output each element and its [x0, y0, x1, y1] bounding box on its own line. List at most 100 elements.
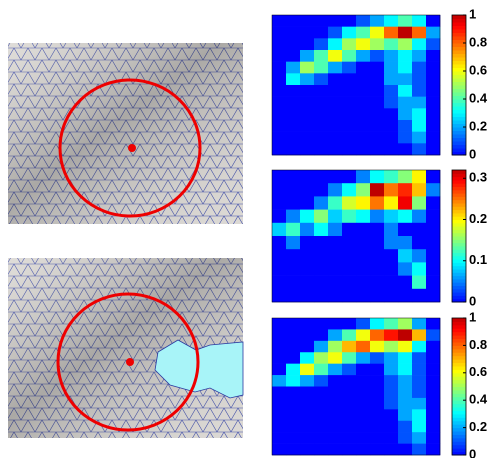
- heatmap-cell: [384, 289, 398, 303]
- heatmap-cell: [426, 27, 440, 39]
- heatmap-cell: [342, 329, 356, 341]
- colorbar-step: [452, 393, 466, 397]
- colorbar-step: [452, 47, 466, 51]
- colorbar-step: [452, 113, 466, 117]
- heatmap-cell: [300, 143, 314, 155]
- heatmap-cell: [398, 276, 412, 290]
- colorbar-step: [452, 366, 466, 370]
- colorbar-step: [452, 203, 466, 207]
- heatmap-cell: [426, 318, 440, 330]
- heatmap-cell: [328, 183, 342, 197]
- heatmap-cell: [342, 223, 356, 237]
- heatmap-cell: [328, 364, 342, 376]
- heatmap-cell: [426, 120, 440, 132]
- colorbar-step: [452, 390, 466, 394]
- heatmap-cell: [384, 50, 398, 62]
- heatmap-cell: [314, 364, 328, 376]
- heatmap-cell: [328, 170, 342, 184]
- heatmap-cell: [356, 276, 370, 290]
- heatmap-cell: [412, 329, 426, 341]
- heatmap-cell: [384, 170, 398, 184]
- heatmap-cell: [370, 196, 384, 210]
- colorbar-step: [452, 431, 466, 435]
- heatmap-cell: [412, 421, 426, 433]
- heatmap-cell: [426, 38, 440, 50]
- heatmap-cell: [384, 421, 398, 433]
- colorbar-step: [452, 15, 466, 19]
- heatmap-cell: [370, 108, 384, 120]
- heatmap-cell: [356, 329, 370, 341]
- heatmap-cell: [412, 318, 426, 330]
- heatmap-cell: [356, 108, 370, 120]
- colorbar-step: [452, 410, 466, 414]
- heatmap-cell: [398, 364, 412, 376]
- heatmap-cell: [398, 85, 412, 97]
- colorbar-step: [452, 249, 466, 253]
- heatmap-cell: [314, 210, 328, 224]
- heatmap-cell: [314, 249, 328, 263]
- colorbar-step: [452, 117, 466, 121]
- heatmap-cell: [356, 62, 370, 74]
- heatmap-cell: [412, 398, 426, 410]
- mesh-panel-bottom: [8, 258, 243, 438]
- heatmap-cell: [370, 38, 384, 50]
- heatmap-cell: [370, 398, 384, 410]
- heatmap-cell: [286, 318, 300, 330]
- heatmap-cell: [272, 97, 286, 109]
- heatmap-cell: [286, 183, 300, 197]
- heatmap-cell: [370, 329, 384, 341]
- heatmap-cell: [384, 387, 398, 399]
- heatmap-cell: [286, 398, 300, 410]
- colorbar-step: [452, 445, 466, 449]
- heatmap-cell: [272, 249, 286, 263]
- colorbar-step: [452, 441, 466, 445]
- colorbar-step: [452, 328, 466, 332]
- colorbar-step: [452, 349, 466, 353]
- colorbar-tick-label: 1: [469, 309, 476, 324]
- heatmap-cell: [398, 318, 412, 330]
- heatmap-cell: [398, 108, 412, 120]
- heatmap-cell: [314, 108, 328, 120]
- heatmap-cell: [314, 170, 328, 184]
- colorbar-step: [452, 120, 466, 124]
- heatmap-cell: [314, 276, 328, 290]
- colorbar-step: [452, 229, 466, 233]
- heatmap-cell: [398, 50, 412, 62]
- heatmap-cell: [384, 352, 398, 364]
- heatmap-cell: [370, 85, 384, 97]
- colorbar-step: [452, 213, 466, 217]
- heatmap-cell: [300, 183, 314, 197]
- heatmap-cell: [370, 318, 384, 330]
- heatmap-cell: [328, 421, 342, 433]
- colorbar-step: [452, 43, 466, 47]
- heatmap-cell: [370, 375, 384, 387]
- colorbar-step: [452, 448, 466, 452]
- heatmap-cell: [342, 262, 356, 276]
- heatmap-cell: [300, 15, 314, 27]
- heatmap-cell: [370, 387, 384, 399]
- heatmap-cell: [342, 143, 356, 155]
- heatmap-cell: [426, 444, 440, 456]
- heatmap-cell: [272, 375, 286, 387]
- heatmap-cell: [412, 120, 426, 132]
- heatmap-cell: [412, 444, 426, 456]
- heatmap-cell: [398, 27, 412, 39]
- heatmap-cell: [412, 364, 426, 376]
- heatmap-cell: [300, 398, 314, 410]
- heatmap-cell: [384, 432, 398, 444]
- colorbar-step: [452, 183, 466, 187]
- heatmap-cell: [328, 444, 342, 456]
- heatmap-cell: [370, 352, 384, 364]
- colorbar-step: [452, 417, 466, 421]
- colorbar-step: [452, 380, 466, 384]
- heatmap-cell: [342, 196, 356, 210]
- heatmap-cell: [398, 73, 412, 85]
- heatmap-cell: [272, 38, 286, 50]
- heatmap-cell: [300, 85, 314, 97]
- heatmap-cell: [370, 50, 384, 62]
- heatmap-cell: [342, 210, 356, 224]
- heatmap-cell: [272, 132, 286, 144]
- heatmap-cell: [412, 249, 426, 263]
- heatmap-cell: [384, 398, 398, 410]
- heatmap-cell: [398, 196, 412, 210]
